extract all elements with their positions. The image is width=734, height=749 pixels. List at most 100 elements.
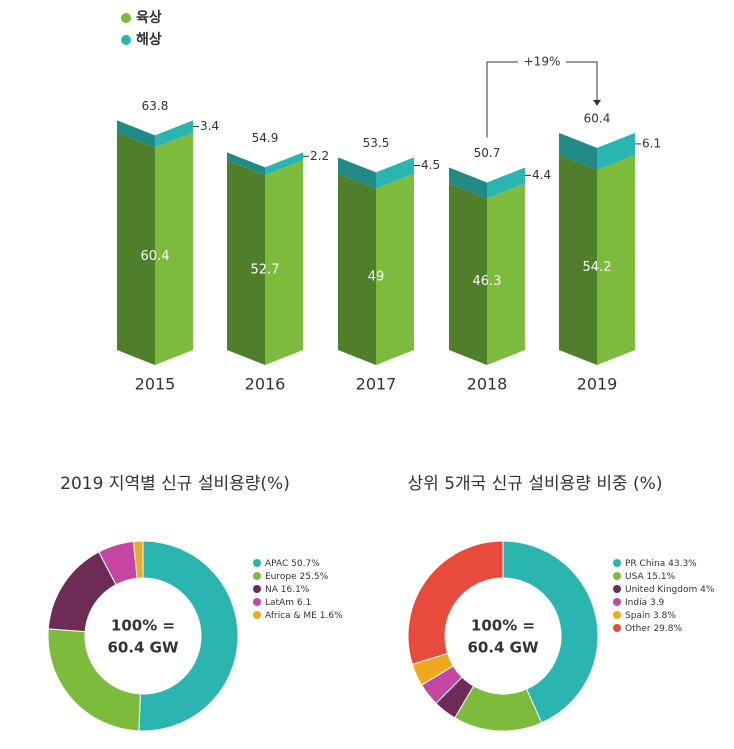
legend-name: Spain [625,611,650,621]
value-label: 52.7 [251,263,280,278]
legend-marker [613,572,621,580]
legend-name: Other [625,624,651,634]
legend-value: 3.9 [650,598,665,608]
legend-value: 3.8% [653,611,676,621]
x-tick-label: 2019 [577,375,618,394]
donut-slice [502,540,599,724]
bar-segment [449,167,487,199]
x-tick-label: 2015 [135,375,176,394]
bar-segment [117,120,155,148]
legend-marker [121,35,131,45]
legend-marker [613,611,621,619]
legend-name: USA [625,572,644,582]
bar-segment [117,132,155,365]
center-label: 60.4 GW [467,639,539,657]
x-tick-label: 2018 [467,375,508,394]
bar-segment [338,157,376,189]
legend-value: 15.1% [647,572,676,582]
bar-segment [227,160,265,365]
legend-name: APAC [265,559,288,569]
legend-label: Africa & ME 1.6% [265,611,343,621]
legend-label: 해상 [136,32,162,48]
annotation: +19% [524,55,561,69]
legend-value: 4% [700,585,715,595]
legend-name: LatAm [265,598,294,608]
annotation-bracket [486,61,598,138]
value-label: 2.2 [310,149,329,163]
legend-value: 43.3% [668,559,697,569]
bar-segment [487,167,525,199]
legend-marker [613,585,621,593]
legend-name: PR China [625,559,665,569]
legend-name: India [625,598,647,608]
legend-marker [253,598,261,606]
chart-title: 상위 5개국 신규 설비용량 비중 (%) [408,474,663,494]
legend-name: Africa & ME [265,611,317,621]
legend-label: USA 15.1% [625,572,676,582]
total-label: 53.5 [363,136,390,150]
center-label: 100% = [111,617,175,635]
value-label: 6.1 [642,136,661,150]
bar-segment [265,152,303,176]
legend-label: Other 29.8% [625,624,682,634]
legend-name: Europe [265,572,297,582]
total-label: 50.7 [474,146,501,160]
bar-segment [487,183,525,365]
bar-segment [155,132,193,365]
bar-segment [227,152,265,176]
bar-segment [597,132,635,170]
chart-title: 2019 지역별 신규 설비용량(%) [60,474,290,494]
legend-label: APAC 50.7% [265,559,320,569]
legend-value: 16.1% [281,585,310,595]
legend-marker [613,624,621,632]
legend-label: Europe 25.5% [265,572,329,582]
bar-segment [155,120,193,148]
legend-marker [121,13,131,23]
annotation-arrow [593,99,601,106]
center-label: 60.4 GW [107,639,179,657]
annotation-bg [518,54,566,70]
x-tick-label: 2016 [245,375,286,394]
total-label: 63.8 [142,99,169,113]
legend-label: Spain 3.8% [625,611,676,621]
legend-value: 25.5% [300,572,329,582]
center-label: 100% = [471,617,535,635]
value-label: 4.4 [532,168,551,182]
value-label: 46.3 [473,274,502,289]
legend-value: 6.1 [297,598,311,608]
legend-label: India 3.9 [625,598,665,608]
legend-marker [253,585,261,593]
bar-segment [338,173,376,365]
legend-marker [253,611,261,619]
legend-label: United Kingdom 4% [625,585,715,595]
value-label: 49 [368,269,385,284]
value-label: 3.4 [200,119,219,133]
legend-value: 50.7% [291,559,320,569]
legend-marker [253,559,261,567]
legend-marker [613,598,621,606]
legend-value: 1.6% [320,611,343,621]
bar-segment [376,173,414,365]
legend-label: LatAm 6.1 [265,598,311,608]
bar-segment [597,154,635,365]
x-tick-label: 2017 [356,375,397,394]
legend-name: United Kingdom [625,585,697,595]
value-label: 4.5 [421,158,440,172]
legend-value: 29.8% [653,624,682,634]
bar-segment [265,160,303,365]
total-label: 60.4 [584,111,611,125]
legend-label: PR China 43.3% [625,559,697,569]
value-label: 60.4 [141,249,170,264]
legend-marker [613,559,621,567]
bar-segment [449,183,487,365]
value-label: 54.2 [583,260,612,275]
legend-name: NA [265,585,279,595]
bar-segment [376,157,414,189]
bar-segment [559,132,597,170]
donut-slice [132,540,144,579]
bar-segment [559,154,597,365]
legend-label: NA 16.1% [265,585,310,595]
total-label: 54.9 [252,131,279,145]
legend-marker [253,572,261,580]
